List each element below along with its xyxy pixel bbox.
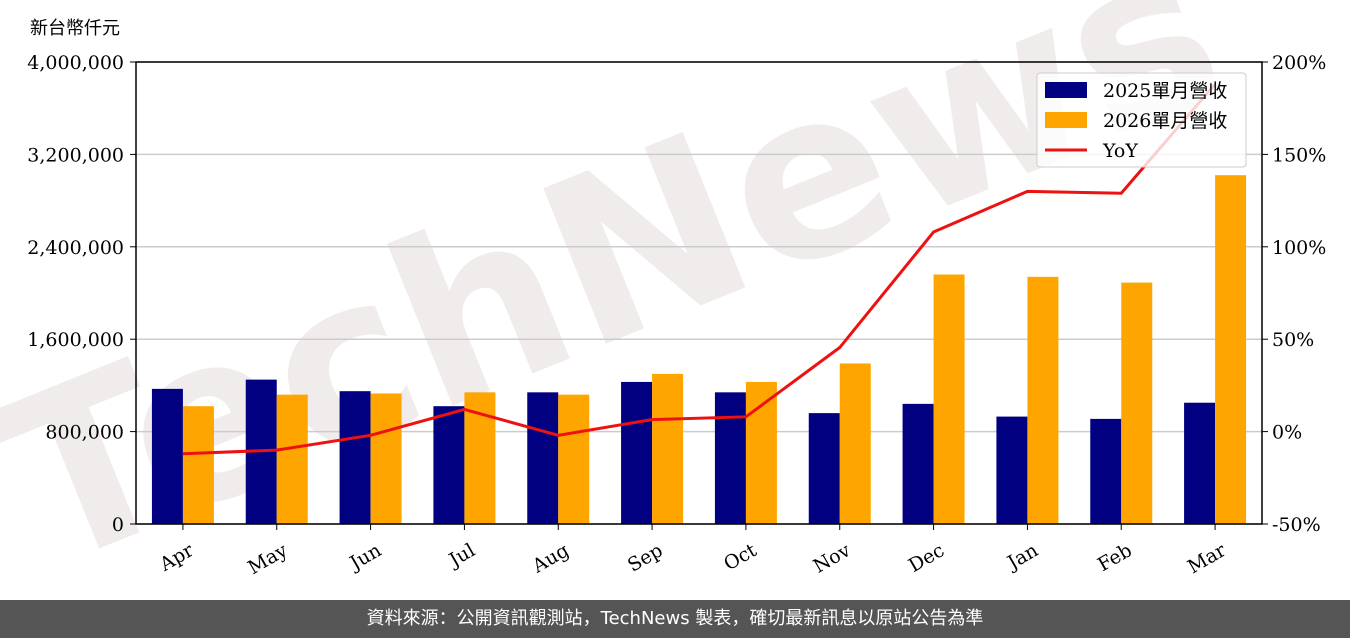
y-tick-label: 800,000 [45,422,124,444]
y-tick-label: 1,600,000 [27,329,124,351]
bar [714,392,746,524]
bar [276,394,308,524]
x-tick-label: Jul [444,539,479,572]
legend-label: 2025單月營收 [1103,80,1227,102]
bar [527,392,559,524]
x-tick-label: Feb [1094,539,1136,576]
y-tick-label: 3,200,000 [27,144,124,166]
y2-tick-label: 150% [1272,144,1326,166]
bar [1215,175,1247,524]
x-tick-label: Nov [810,539,855,578]
y2-tick-label: -50% [1272,514,1321,536]
bar [370,393,402,524]
y2-tick-label: 200% [1272,52,1326,74]
x-tick-label: Mar [1184,539,1230,578]
legend-swatch [1045,112,1087,128]
bar [745,381,777,524]
bar [808,413,840,524]
bar [996,416,1028,524]
y2-tick-label: 50% [1272,329,1314,351]
bar [933,274,965,524]
x-tick-label: Aug [528,539,573,578]
bar [1184,402,1216,524]
y2-tick-label: 0% [1272,422,1302,444]
bar [339,391,371,524]
x-tick-label: Sep [624,539,667,576]
x-tick-label: Jun [345,539,386,575]
bar [151,388,183,524]
x-tick-label: Oct [720,539,761,575]
y-tick-label: 2,400,000 [27,237,124,259]
bar [621,381,653,524]
y-tick-label: 0 [112,514,124,536]
bar [1090,418,1122,524]
line [182,83,1217,456]
legend-swatch [1045,82,1087,98]
x-tick-label: Dec [905,539,948,577]
bar [1027,276,1059,524]
y-tick-label: 4,000,000 [27,52,124,74]
plot-frame [135,61,1263,525]
y2-tick-label: 100% [1272,237,1326,259]
footer: 資料來源：公開資訊觀測站，TechNews 製表，確切最新訊息以原站公告為準 [0,600,1350,638]
bar [433,406,465,524]
y-axis-label: 新台幣仟元 [30,18,120,39]
legend-label: YoY [1102,140,1138,162]
x-tick-label: Jan [1002,539,1042,575]
chart: 新台幣仟元 TechNews0800,0001,600,0002,400,000… [0,0,1326,600]
bar [558,394,590,524]
bar [902,403,934,524]
legend-label: 2026單月營收 [1103,110,1227,132]
bar [1121,282,1153,524]
bar [839,363,871,524]
bar [182,406,214,524]
legend-box [1036,72,1247,168]
bar [652,373,684,524]
